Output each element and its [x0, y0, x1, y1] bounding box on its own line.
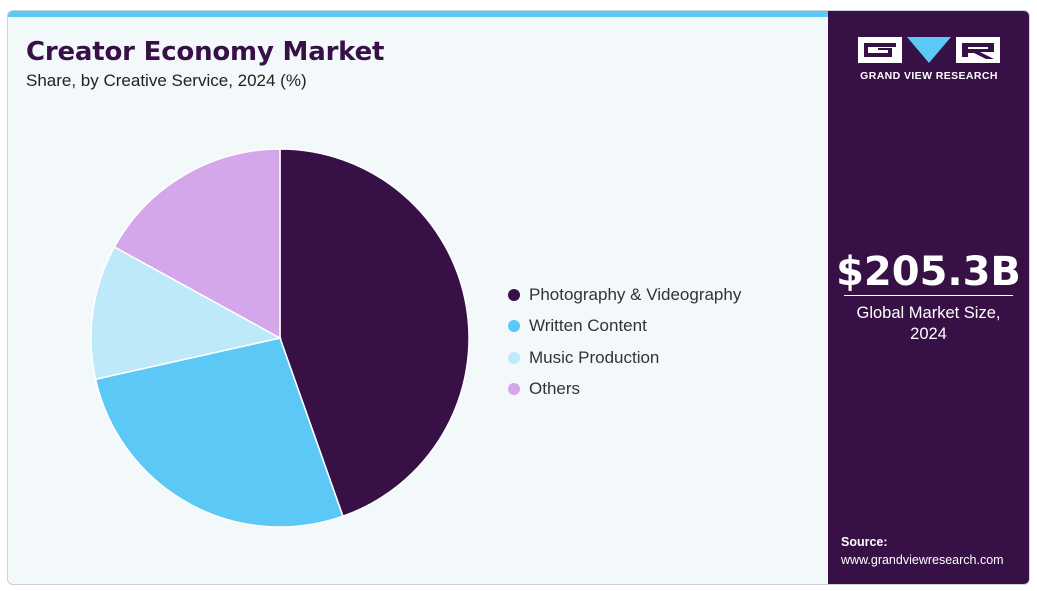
legend-swatch: [508, 383, 520, 396]
legend-label: Written Content: [529, 316, 647, 336]
pie-slice-music-production: [90, 245, 283, 381]
chart-subtitle: Share, by Creative Service, 2024 (%): [26, 71, 307, 90]
source-label: Source:: [841, 535, 888, 549]
accent-bar: [8, 11, 828, 17]
legend-item-written-content: Written Content: [508, 311, 741, 343]
legend-swatch: [508, 320, 520, 333]
gvr-logo-icon: [858, 37, 1000, 63]
legend-swatch: [508, 288, 520, 301]
pie-slice-written-content: [94, 337, 344, 528]
legend-item-others: Others: [508, 374, 741, 406]
chart-legend: Photography & Videography Written Content…: [508, 279, 741, 405]
market-size-label: Global Market Size, 2024: [856, 304, 1001, 343]
chart-card: Creator Economy Market Share, by Creativ…: [7, 10, 1030, 585]
info-sidebar: GRAND VIEW RESEARCH $205.3B Global Marke…: [828, 11, 1029, 584]
value-divider: [844, 295, 1013, 296]
market-size-value: $205.3B: [836, 249, 1021, 295]
source-link[interactable]: www.grandviewresearch.com: [841, 553, 1004, 567]
legend-label: Photography & Videography: [529, 284, 742, 304]
pie-slice-photography-and-videography: [279, 148, 470, 518]
legend-label: Others: [529, 379, 581, 399]
brand-logo: GRAND VIEW RESEARCH: [858, 37, 1000, 82]
pie-slice-others: [113, 148, 281, 340]
legend-item-photography-and-videography: Photography & Videography: [508, 279, 741, 311]
pie-chart: [90, 148, 470, 528]
legend-swatch: [508, 351, 520, 364]
legend-label: Music Production: [529, 347, 660, 367]
chart-title: Creator Economy Market: [26, 37, 385, 67]
brand-name: GRAND VIEW RESEARCH: [860, 70, 998, 82]
legend-item-music-production: Music Production: [508, 342, 741, 374]
